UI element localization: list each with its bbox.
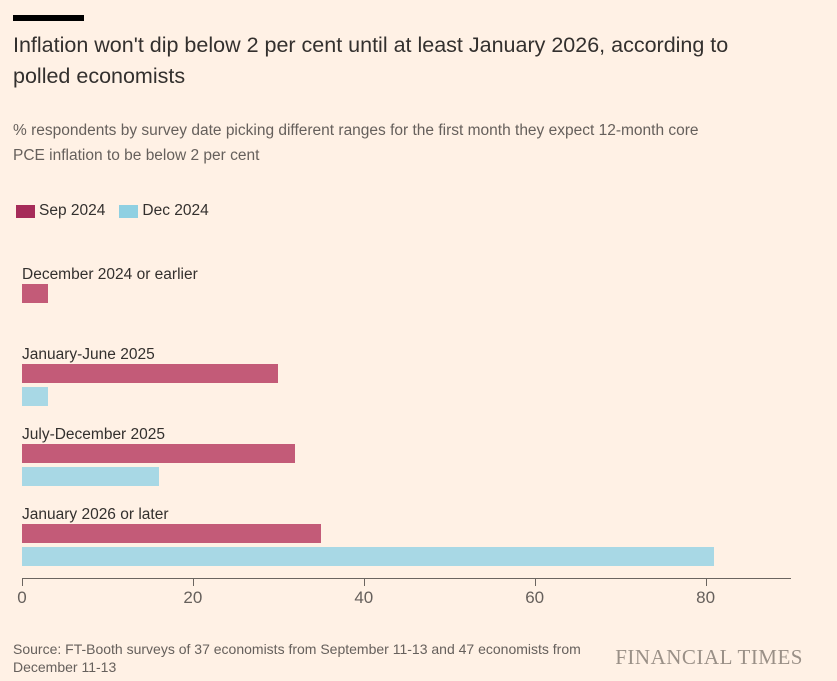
bar-dec-2024-july-december-2025 [22,467,159,486]
x-axis-tick-label-20: 20 [183,588,203,607]
legend-label-sep-2024: Sep 2024 [39,202,106,219]
chart-subtitle: % respondents by survey date picking dif… [13,118,823,168]
x-axis-tick-80 [705,578,707,586]
legend-item-dec-2024: Dec 2024 [119,202,209,220]
chart-title-line-2: polled economists [13,64,186,88]
x-axis-tick-40 [363,578,365,586]
bar-sep-2024-july-december-2025 [22,444,296,463]
bar-sep-2024-december-2024-or-earlier [22,284,48,303]
x-axis-tick-60 [534,578,536,586]
bar-dec-2024-january-june-2025 [22,387,48,406]
x-axis-tick-0 [22,578,23,586]
category-label-july-december-2025: July-December 2025 [22,426,166,443]
legend-swatch-sep-2024 [16,204,35,218]
accent-bar [13,15,84,21]
bar-sep-2024-january-june-2025 [22,364,279,383]
ft-logo: FINANCIAL TIMES [615,645,803,669]
chart-title-line-1: Inflation won't dip below 2 per cent unt… [13,33,729,57]
legend: Sep 2024 Dec 2024 [16,202,209,220]
chart-subtitle-line-2: PCE inflation to be below 2 per cent [13,147,260,164]
category-label-january-2026-or-later: January 2026 or later [22,506,169,523]
x-axis-tick-20 [192,578,194,586]
legend-swatch-dec-2024 [119,204,139,218]
x-axis-tick-label-60: 60 [525,588,545,607]
category-label-december-2024-or-earlier: December 2024 or earlier [22,266,198,283]
source-line-1: Source: FT-Booth surveys of 37 economist… [13,641,581,657]
source-note: Source: FT-Booth surveys of 37 economist… [13,640,581,676]
bar-sep-2024-january-2026-or-later [22,524,322,543]
x-axis-tick-label-40: 40 [354,588,374,607]
x-axis-tick-label-0: 0 [17,588,27,607]
legend-item-sep-2024: Sep 2024 [16,202,105,220]
source-line-2: December 11-13 [13,659,117,675]
x-axis-line [22,578,791,579]
bar-dec-2024-january-2026-or-later [22,547,715,566]
chart-title: Inflation won't dip below 2 per cent unt… [13,30,823,92]
chart-subtitle-line-1: % respondents by survey date picking dif… [13,122,699,139]
x-axis-tick-label-80: 80 [696,588,716,607]
category-label-january-june-2025: January-June 2025 [22,346,155,363]
legend-label-dec-2024: Dec 2024 [142,202,209,219]
